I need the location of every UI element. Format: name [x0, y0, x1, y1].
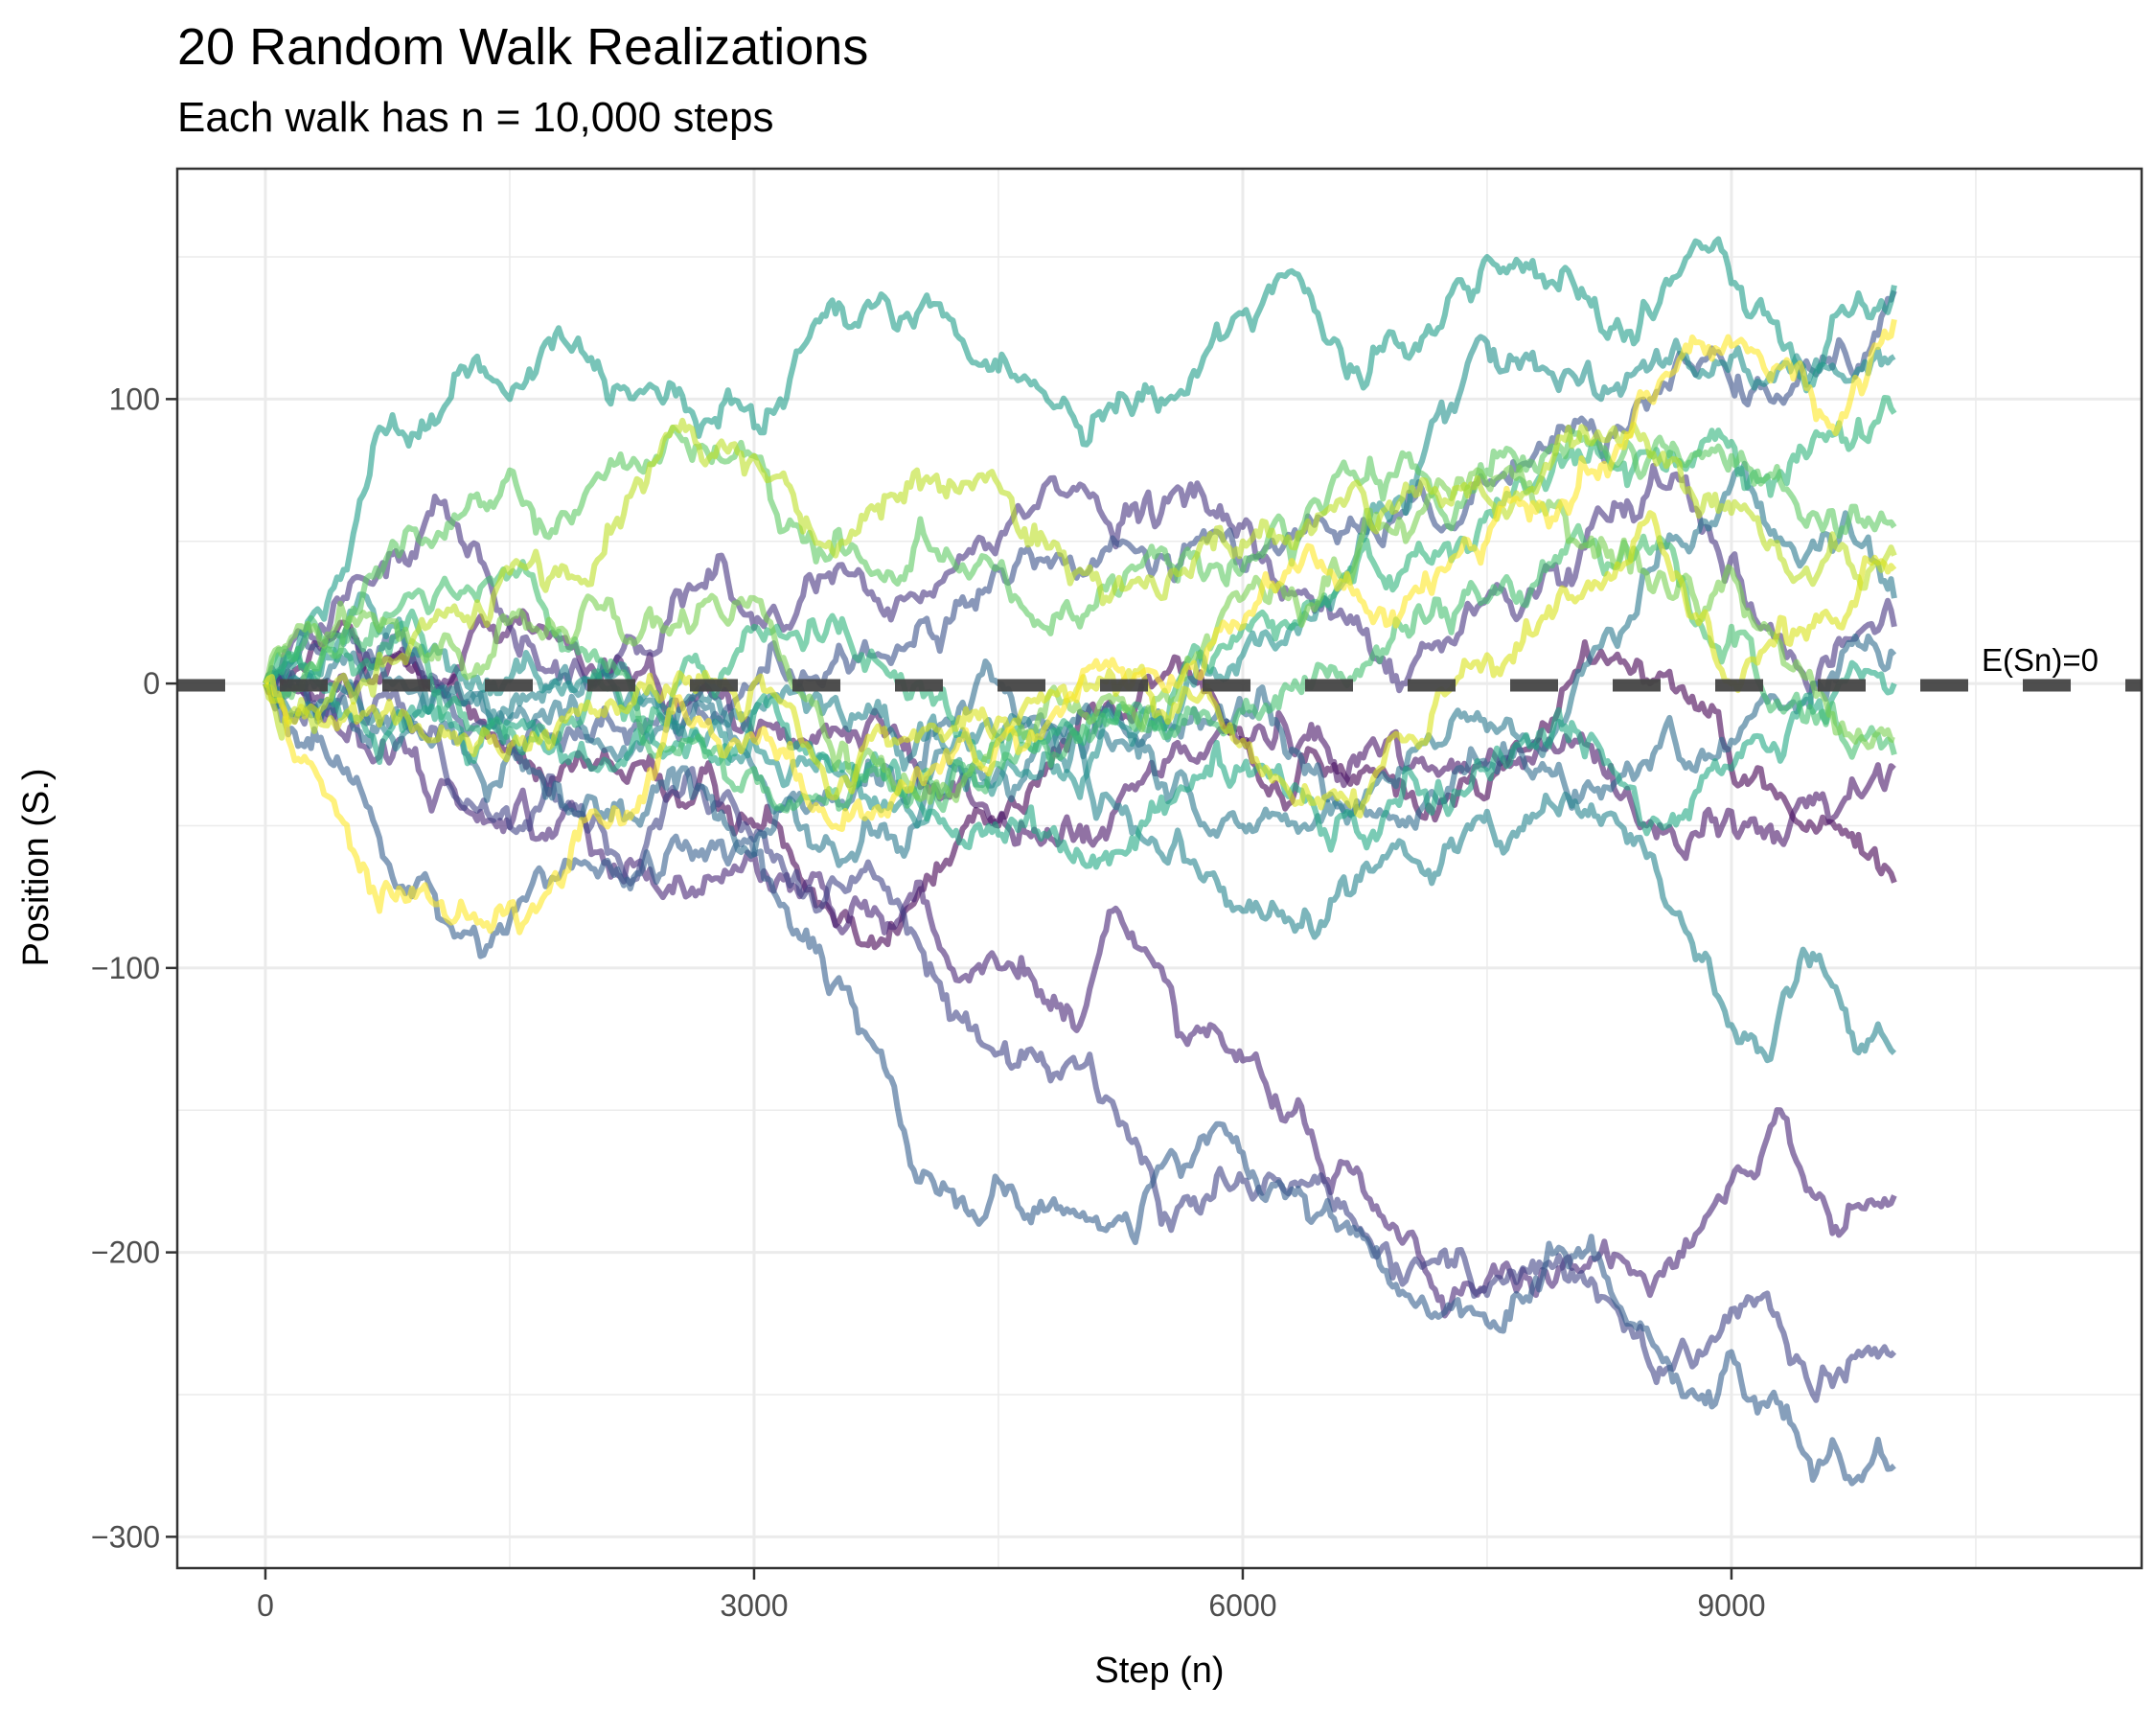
walk-line-16 — [264, 425, 1897, 703]
walk-lines — [263, 236, 1897, 1487]
x-axis-title: Step (n) — [1094, 1651, 1224, 1691]
plot-panel-border — [175, 167, 2144, 1570]
chart-title: 20 Random Walk Realizations — [177, 18, 868, 76]
walk-line-4 — [264, 463, 1897, 696]
y-tick-label: 0 — [143, 666, 160, 701]
x-tick-label: 9000 — [1697, 1588, 1765, 1623]
x-tick-label: 0 — [257, 1588, 274, 1623]
walk-line-12 — [263, 236, 1897, 685]
walk-line-7 — [263, 677, 1896, 1487]
walk-line-11 — [263, 334, 1896, 829]
y-tick-label: 100 — [109, 381, 160, 416]
walk-line-17 — [263, 464, 1895, 805]
y-axis-title: Position (S.) — [16, 769, 57, 967]
y-axis: 100 0 −100 −200 −300 — [91, 381, 177, 1554]
y-tick-label: −200 — [91, 1236, 160, 1270]
chart-subtitle: Each walk has n = 10,000 steps — [177, 94, 774, 141]
y-tick-label: −100 — [91, 951, 160, 985]
x-tick-label: 3000 — [720, 1588, 788, 1623]
x-tick-label: 6000 — [1208, 1588, 1276, 1623]
walk-line-18 — [263, 417, 1897, 741]
walk-line-5 — [264, 680, 1897, 1403]
x-axis: 0 3000 6000 9000 — [257, 1568, 1766, 1623]
y-tick-label: −300 — [91, 1519, 160, 1554]
expected-value-label: E(Sn)=0 — [1982, 642, 2099, 678]
walk-line-20 — [263, 318, 1897, 935]
walk-line-3 — [263, 668, 1897, 1319]
